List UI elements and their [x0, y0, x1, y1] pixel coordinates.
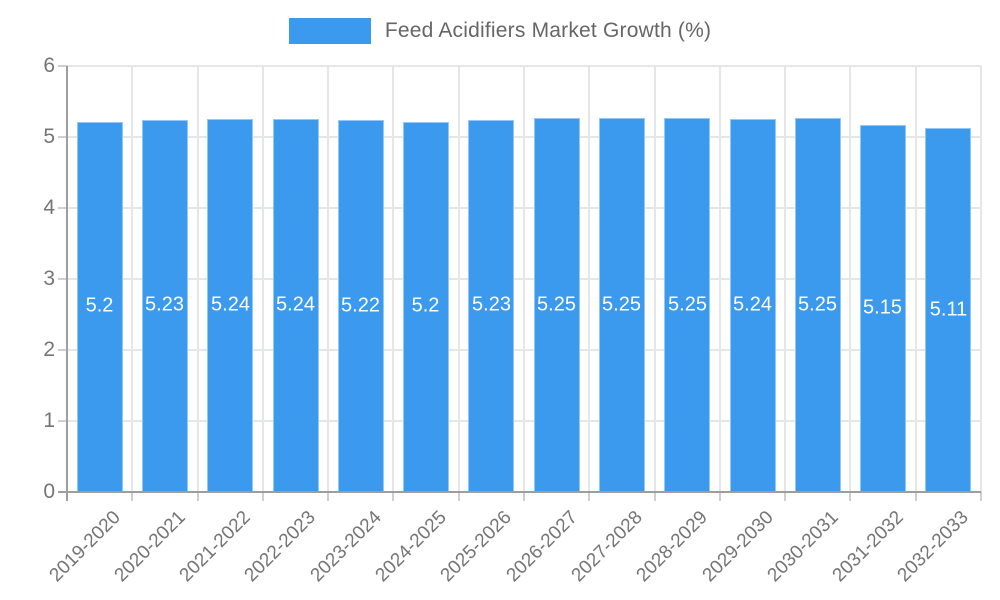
y-axis-label: 6 [43, 54, 55, 77]
y-tick-mark [58, 65, 67, 67]
y-axis-line [66, 66, 68, 501]
y-tick-mark [58, 207, 67, 209]
x-tick-mark [523, 492, 525, 501]
bar[interactable] [403, 121, 449, 491]
bar[interactable] [664, 118, 710, 491]
y-axis-label: 2 [43, 338, 55, 361]
gridline-v [131, 66, 133, 492]
bar[interactable] [925, 128, 971, 491]
x-axis-line [58, 491, 981, 493]
bar[interactable] [207, 118, 253, 491]
gridline-v [458, 66, 460, 492]
gridline-v [915, 66, 917, 492]
bar[interactable] [795, 118, 841, 491]
bar[interactable] [338, 120, 384, 491]
y-tick-mark [58, 420, 67, 422]
x-tick-mark [915, 492, 917, 501]
x-tick-mark [131, 492, 133, 501]
gridline-v [719, 66, 721, 492]
x-tick-mark [458, 492, 460, 501]
gridline-v [327, 66, 329, 492]
bar[interactable] [860, 125, 906, 491]
bar[interactable] [534, 118, 580, 491]
y-tick-mark [58, 349, 67, 351]
gridline-v [392, 66, 394, 492]
chart-legend[interactable]: Feed Acidifiers Market Growth (%) [0, 18, 1000, 44]
y-axis-label: 4 [43, 196, 55, 219]
gridline-v [523, 66, 525, 492]
y-axis-label: 1 [43, 409, 55, 432]
gridline-v [980, 66, 982, 492]
gridline-v [197, 66, 199, 492]
y-axis-label: 0 [43, 480, 55, 503]
gridline-v [784, 66, 786, 492]
gridline-v [849, 66, 851, 492]
y-tick-mark [58, 278, 67, 280]
bar[interactable] [599, 118, 645, 491]
x-tick-mark [719, 492, 721, 501]
legend-swatch [288, 18, 371, 44]
legend-label: Feed Acidifiers Market Growth (%) [384, 19, 712, 42]
bar[interactable] [142, 119, 188, 491]
x-tick-mark [262, 492, 264, 501]
x-tick-mark [784, 492, 786, 501]
bar[interactable] [468, 119, 514, 491]
x-tick-mark [392, 492, 394, 501]
x-tick-mark [197, 492, 199, 501]
y-axis-label: 5 [43, 125, 55, 148]
x-tick-mark [980, 492, 982, 501]
y-axis-label: 3 [43, 267, 55, 290]
bar[interactable] [730, 118, 776, 491]
x-tick-mark [588, 492, 590, 501]
bar[interactable] [273, 118, 319, 491]
x-tick-mark [327, 492, 329, 501]
gridline-v [654, 66, 656, 492]
gridline-v [588, 66, 590, 492]
x-tick-mark [654, 492, 656, 501]
bar[interactable] [77, 121, 123, 491]
x-tick-mark [849, 492, 851, 501]
y-tick-mark [58, 136, 67, 138]
gridline-v [262, 66, 264, 492]
